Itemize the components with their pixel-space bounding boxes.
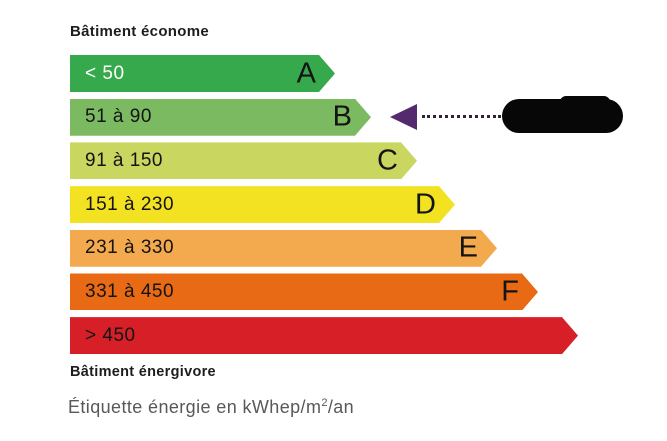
scale-bottom-label: Bâtiment énergivore [70, 364, 216, 380]
caption-text: Étiquette énergie en kWhep/m [68, 397, 322, 417]
pointer-dotted-line [422, 115, 501, 118]
energy-class-letter: B [332, 100, 352, 133]
energy-bar-c: 91 à 150 C [70, 142, 417, 179]
caption-suffix: /an [327, 397, 355, 417]
energy-range-label: 91 à 150 [85, 149, 163, 171]
class-pointer-triangle-icon [390, 104, 417, 130]
energy-bar-g: > 450 [70, 317, 578, 354]
energy-range-label: 51 à 90 [85, 106, 152, 128]
caption: Étiquette énergie en kWhep/m2/an [68, 397, 354, 418]
energy-range-label: 231 à 330 [85, 237, 175, 259]
redacted-value-blob [502, 96, 623, 133]
energy-range-label: > 450 [85, 324, 136, 346]
energy-range-label: 151 à 230 [85, 193, 175, 215]
energy-range-label: < 50 [85, 62, 125, 84]
energy-class-letter: E [458, 231, 478, 264]
energy-bar-f: 331 à 450 F [70, 273, 538, 310]
energy-bar-b: 51 à 90 B [70, 99, 371, 136]
energy-scale: < 50 A 51 à 90 B 91 à 150 C 151 à 230 D … [70, 55, 578, 361]
energy-class-letter: A [296, 57, 316, 89]
scale-top-label: Bâtiment économe [70, 23, 209, 40]
energy-bar-d: 151 à 230 D [70, 186, 455, 223]
energy-class-letter: F [501, 275, 519, 308]
energy-range-label: 331 à 450 [85, 280, 175, 302]
energy-bar-e: 231 à 330 E [70, 230, 497, 267]
energy-class-letter: D [415, 188, 436, 221]
energy-class-letter: C [377, 144, 398, 177]
energy-bar-a: < 50 A [70, 55, 335, 92]
caption-superscript: 2 [321, 397, 328, 409]
